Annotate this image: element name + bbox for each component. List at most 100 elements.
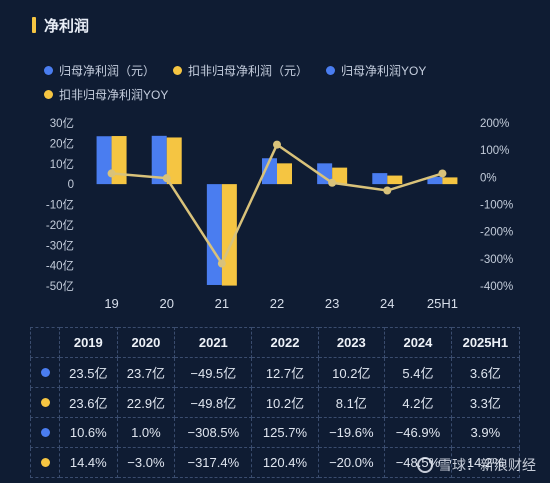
table-header-row: 2019 2020 2021 2022 2023 2024 2025H1	[30, 327, 521, 358]
legend-dot-icon	[44, 89, 53, 99]
table-cell: 10.2亿	[251, 387, 319, 418]
table-cell: 4.2亿	[384, 387, 452, 418]
table-cell: 8.1亿	[317, 387, 386, 418]
row-marker	[30, 417, 60, 448]
snowball-logo-icon	[417, 457, 433, 473]
table-row: 23.6亿 22.9亿 −49.8亿 10.2亿 8.1亿 4.2亿 3.3亿	[30, 387, 521, 418]
table-cell: 22.9亿	[116, 387, 176, 418]
table-header-cell: 2023	[317, 327, 386, 358]
table-header-cell: 2024	[384, 327, 452, 358]
data-table: 2019 2020 2021 2022 2023 2024 2025H1 23.…	[30, 327, 521, 478]
net-profit-bar	[372, 173, 388, 185]
yoy-point	[328, 178, 337, 187]
table-header-cell: 2025H1	[450, 327, 521, 358]
legend-item-net-profit-yoy[interactable]: 归母净利润YOY	[326, 62, 426, 79]
table-cell: 23.6亿	[59, 387, 118, 418]
y-right-tick-label: 0%	[480, 172, 497, 184]
deducted-net-profit-bar	[277, 163, 292, 185]
y-right-tick-label: -400%	[480, 281, 513, 293]
yoy-point	[162, 174, 171, 183]
table-header-cell: 2019	[59, 327, 118, 358]
watermark-text: 雪球：新浪财经	[438, 457, 536, 473]
legend-row-1: 归母净利润（元） 扣非归母净利润（元） 归母净利润YOY	[44, 58, 474, 82]
x-category-label: 23	[325, 296, 339, 311]
row-dot-icon	[40, 458, 50, 467]
title-accent-bar	[32, 17, 36, 33]
row-dot-icon	[40, 368, 50, 377]
deducted-net-profit-bar	[332, 167, 348, 185]
y-left-tick-label: 10亿	[50, 158, 74, 171]
table-cell: 14.2%	[450, 447, 521, 478]
y-left-tick-label: -40亿	[46, 260, 74, 273]
y-right-tick-label: 100%	[480, 145, 509, 157]
table-cell: −49.8亿	[174, 387, 253, 418]
legend-dot-icon	[173, 65, 183, 75]
chart-title-bar: 净利润	[32, 14, 89, 36]
legend-label: 扣非归母净利润（元）	[188, 63, 309, 78]
x-category-label: 21	[215, 296, 229, 311]
yoy-point	[383, 186, 392, 195]
legend-dot-icon	[326, 65, 336, 75]
deducted-net-profit-bar	[166, 137, 182, 185]
net-profit-bar	[151, 135, 167, 185]
y-left-tick-label: -20亿	[46, 219, 74, 232]
y-left-tick-label: 30亿	[50, 117, 74, 130]
table-cell: 23.5亿	[59, 357, 118, 388]
row-marker	[30, 387, 60, 418]
legend-item-deducted-net-profit[interactable]: 扣非归母净利润（元）	[173, 62, 308, 79]
table-cell: −49.5亿	[174, 357, 253, 388]
yoy-point	[217, 259, 226, 268]
yoy-point	[273, 140, 281, 149]
table-cell: 10.2亿	[317, 357, 386, 388]
table-cell: −46.9%	[384, 417, 452, 448]
row-marker	[30, 447, 60, 478]
legend-label: 扣非归母净利润YOY	[59, 87, 169, 102]
row-dot-icon	[40, 398, 50, 407]
watermark: 雪球：新浪财经	[417, 455, 536, 475]
table-cell: 1.0%	[116, 417, 176, 448]
net-profit-bar	[206, 184, 222, 285]
table-cell: 12.7亿	[251, 357, 319, 388]
table-cell: −20.0%	[317, 447, 386, 478]
table-cell: 10.6%	[59, 417, 118, 448]
table-cell: −308.5%	[174, 417, 253, 448]
table-cell: −3.0%	[116, 447, 176, 478]
chart-legend: 归母净利润（元） 扣非归母净利润（元） 归母净利润YOY 扣非归母净利润YOY	[44, 58, 474, 106]
y-right-tick-label: -300%	[480, 254, 513, 266]
deducted-net-profit-bar	[111, 136, 127, 185]
yoy-point	[107, 169, 116, 178]
table-cell: 3.6亿	[450, 357, 521, 388]
legend-row-2: 扣非归母净利润YOY	[44, 82, 474, 106]
legend-dot-icon	[44, 65, 53, 75]
table-row: 10.6% 1.0% −308.5% 125.7% −19.6% −46.9% …	[30, 417, 521, 448]
y-left-tick-label: -10亿	[46, 199, 74, 212]
deducted-net-profit-bar	[442, 177, 458, 185]
legend-item-deducted-net-profit-yoy[interactable]: 扣非归母净利润YOY	[44, 86, 168, 103]
x-category-label: 20	[159, 296, 173, 311]
table-cell: 125.7%	[251, 417, 319, 448]
table-header-cell: 2021	[174, 327, 253, 358]
net-profit-bar	[96, 136, 112, 185]
y-left-tick-label: -50亿	[46, 280, 74, 293]
legend-label: 归母净利润（元）	[59, 63, 156, 78]
table-cell: 5.4亿	[384, 357, 452, 388]
y-left-tick-label: -30亿	[46, 239, 74, 252]
yoy-point	[438, 169, 447, 178]
y-left-tick-label: 0	[68, 179, 74, 191]
table-row: 23.5亿 23.7亿 −49.5亿 12.7亿 10.2亿 5.4亿 3.6亿	[30, 357, 521, 388]
table-header-cell: 2022	[251, 327, 319, 358]
legend-item-net-profit[interactable]: 归母净利润（元）	[44, 62, 155, 79]
row-dot-icon	[40, 428, 50, 437]
legend-label: 归母净利润YOY	[341, 63, 427, 78]
net-profit-bar	[427, 176, 443, 185]
deducted-net-profit-bar	[221, 184, 237, 286]
table-cell: −19.6%	[317, 417, 386, 448]
combo-chart: 30亿 20亿 10亿 0 -10亿 -20亿 -30亿 -40亿 -50亿 200% 100% 0%…	[46, 117, 513, 311]
table-cell: −317.4%	[174, 447, 253, 478]
table-cell: 23.7亿	[116, 357, 176, 388]
table-cell: 3.3亿	[450, 387, 521, 418]
table-row: 14.4% −3.0% −317.4% 120.4% −20.0% −48.5%…	[30, 447, 521, 478]
net-profit-bar	[262, 158, 277, 185]
y-right-tick-label: 200%	[480, 118, 509, 130]
x-category-label: 25H1	[427, 296, 458, 311]
